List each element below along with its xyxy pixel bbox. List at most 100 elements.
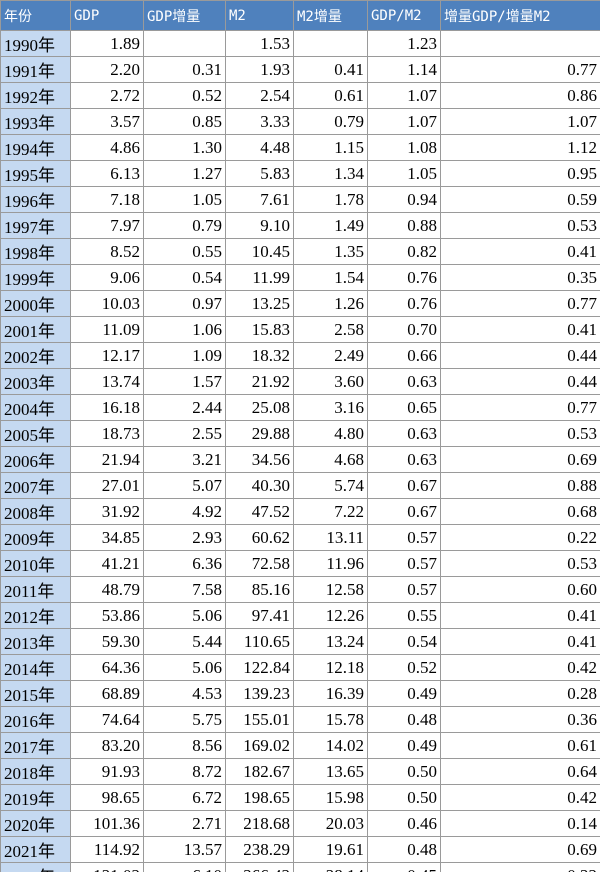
value-cell: 5.44 [143,628,226,655]
header-cell: GDP/M2 [367,0,441,31]
value-cell: 0.65 [367,394,441,421]
table-row: 2000年 10.03 0.97 13.25 1.26 0.76 0.77 [0,290,600,317]
value-cell: 0.48 [367,706,441,733]
value-cell: 10.03 [70,290,144,317]
value-cell: 91.93 [70,758,144,785]
value-cell: 60.62 [225,524,294,551]
table-row: 2013年 59.30 5.44 110.65 13.24 0.54 0.41 [0,628,600,655]
value-cell: 2.20 [70,56,144,83]
value-cell: 47.52 [225,498,294,525]
value-cell: 1.14 [367,56,441,83]
value-cell: 0.76 [367,290,441,317]
value-cell: 4.48 [225,134,294,161]
value-cell: 2.72 [70,82,144,109]
value-cell: 9.10 [225,212,294,239]
value-cell: 13.65 [293,758,368,785]
year-cell: 1993年 [0,108,71,135]
value-cell: 0.50 [367,784,441,811]
value-cell: 48.79 [70,576,144,603]
table-row: 2012年 53.86 5.06 97.41 12.26 0.55 0.41 [0,602,600,629]
value-cell [143,30,226,57]
table-row: 1995年 6.13 1.27 5.83 1.34 1.05 0.95 [0,160,600,187]
value-cell: 0.54 [143,264,226,291]
table-row: 1993年 3.57 0.85 3.33 0.79 1.07 1.07 [0,108,600,135]
value-cell: 19.61 [293,836,368,863]
table-row: 2019年 98.65 6.72 198.65 15.98 0.50 0.42 [0,784,600,811]
value-cell: 2.54 [225,82,294,109]
value-cell: 0.64 [440,758,600,785]
value-cell: 0.67 [367,472,441,499]
value-cell: 4.92 [143,498,226,525]
table-row: 2016年 74.64 5.75 155.01 15.78 0.48 0.36 [0,706,600,733]
value-cell: 1.09 [143,342,226,369]
value-cell: 0.77 [440,394,600,421]
value-cell: 1.57 [143,368,226,395]
year-cell: 2022年 [0,862,71,872]
value-cell: 4.53 [143,680,226,707]
value-cell: 16.18 [70,394,144,421]
value-cell: 0.63 [367,446,441,473]
value-cell: 15.83 [225,316,294,343]
value-cell: 0.63 [367,420,441,447]
value-cell: 3.57 [70,108,144,135]
value-cell: 1.12 [440,134,600,161]
value-cell: 122.84 [225,654,294,681]
value-cell: 97.41 [225,602,294,629]
year-cell: 2014年 [0,654,71,681]
year-cell: 2015年 [0,680,71,707]
header-cell: 增量GDP/增量M2 [440,0,600,31]
value-cell: 8.52 [70,238,144,265]
table-row: 2011年 48.79 7.58 85.16 12.58 0.57 0.60 [0,576,600,603]
year-cell: 2018年 [0,758,71,785]
value-cell: 29.88 [225,420,294,447]
year-cell: 1999年 [0,264,71,291]
value-cell: 8.56 [143,732,226,759]
year-cell: 2011年 [0,576,71,603]
value-cell: 3.33 [225,108,294,135]
value-cell: 1.30 [143,134,226,161]
value-cell: 0.69 [440,446,600,473]
year-cell: 1998年 [0,238,71,265]
value-cell: 0.35 [440,264,600,291]
value-cell: 1.05 [143,186,226,213]
value-cell: 13.74 [70,368,144,395]
value-cell: 218.68 [225,810,294,837]
value-cell: 139.23 [225,680,294,707]
value-cell: 0.94 [367,186,441,213]
value-cell: 0.28 [440,680,600,707]
value-cell: 0.55 [143,238,226,265]
value-cell: 0.42 [440,654,600,681]
value-cell: 12.18 [293,654,368,681]
value-cell: 0.88 [367,212,441,239]
value-cell: 25.08 [225,394,294,421]
table-row: 2018年 91.93 8.72 182.67 13.65 0.50 0.64 [0,758,600,785]
value-cell: 0.69 [440,836,600,863]
table-row: 2022年121.026.10266.4328.140.450.22 [0,862,600,872]
value-cell: 12.58 [293,576,368,603]
value-cell: 4.80 [293,420,368,447]
value-cell: 34.85 [70,524,144,551]
table-row: 2005年 18.73 2.55 29.88 4.80 0.63 0.53 [0,420,600,447]
year-cell: 1990年 [0,30,71,57]
value-cell: 1.35 [293,238,368,265]
value-cell: 114.92 [70,836,144,863]
year-cell: 1992年 [0,82,71,109]
table-row: 1998年 8.52 0.55 10.45 1.35 0.82 0.41 [0,238,600,265]
value-cell: 0.57 [367,550,441,577]
value-cell: 2.58 [293,316,368,343]
value-cell: 74.64 [70,706,144,733]
value-cell: 0.54 [367,628,441,655]
value-cell: 182.67 [225,758,294,785]
year-cell: 2020年 [0,810,71,837]
table-row: 1992年 2.72 0.52 2.54 0.61 1.07 0.86 [0,82,600,109]
header-cell: GDP [70,0,144,31]
table-row: 1994年 4.86 1.30 4.48 1.15 1.08 1.12 [0,134,600,161]
value-cell: 110.65 [225,628,294,655]
value-cell: 20.03 [293,810,368,837]
year-cell: 2007年 [0,472,71,499]
table-row: 1990年 1.89 1.53 1.23 [0,30,600,57]
value-cell: 12.17 [70,342,144,369]
year-cell: 2016年 [0,706,71,733]
table-row: 1997年 7.97 0.79 9.10 1.49 0.88 0.53 [0,212,600,239]
table-row: 1996年 7.18 1.05 7.61 1.78 0.94 0.59 [0,186,600,213]
